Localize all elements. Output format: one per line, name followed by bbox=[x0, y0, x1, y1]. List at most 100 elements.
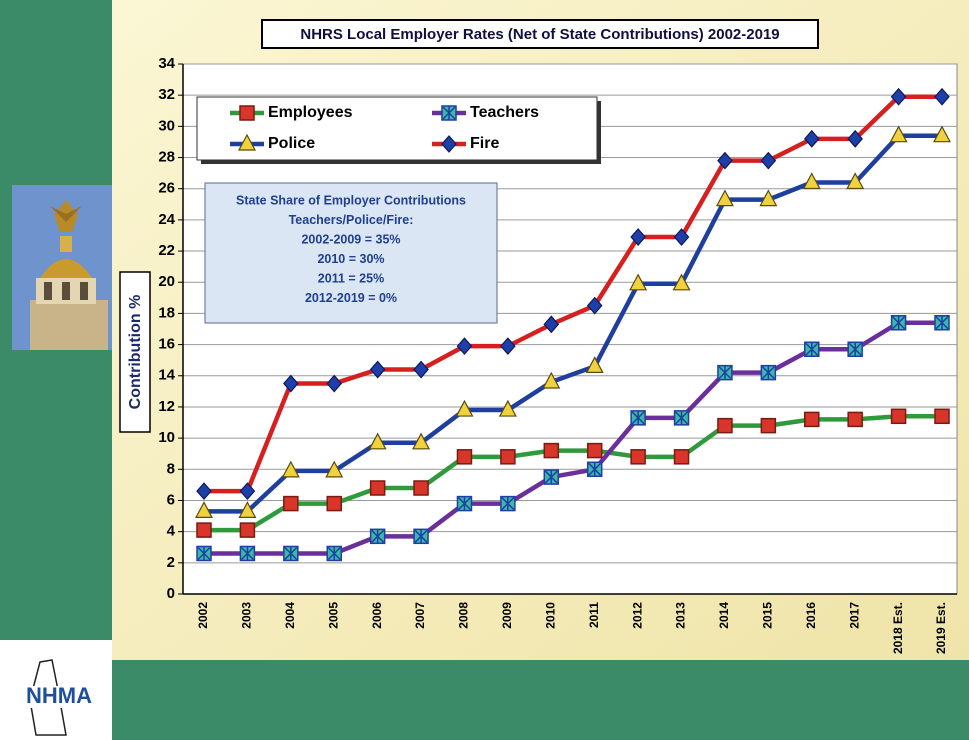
y-tick-label: 22 bbox=[158, 242, 175, 259]
x-tick-label: 2010 bbox=[543, 602, 557, 629]
marker bbox=[196, 522, 212, 538]
marker bbox=[441, 105, 457, 121]
x-tick-label: 2018 Est. bbox=[891, 602, 905, 654]
marker-cross bbox=[501, 496, 515, 511]
marker-cross bbox=[371, 529, 385, 544]
y-tick-label: 10 bbox=[158, 429, 175, 446]
marker bbox=[413, 360, 429, 379]
marker bbox=[500, 449, 516, 465]
y-tick-label: 30 bbox=[158, 117, 175, 134]
marker bbox=[413, 528, 429, 545]
marker bbox=[500, 495, 516, 512]
title-box bbox=[261, 19, 819, 49]
x-tick-label: 2019 Est. bbox=[934, 602, 948, 654]
marker bbox=[326, 545, 342, 562]
marker bbox=[586, 461, 603, 478]
y-tick-label: 4 bbox=[167, 523, 176, 540]
marker bbox=[585, 356, 604, 374]
marker bbox=[239, 522, 256, 538]
marker bbox=[846, 172, 865, 190]
marker bbox=[760, 417, 777, 434]
marker bbox=[455, 399, 474, 417]
x-tick-label: 2015 bbox=[761, 602, 775, 629]
marker bbox=[759, 189, 778, 207]
marker-cross bbox=[631, 410, 645, 425]
marker bbox=[281, 460, 300, 478]
logo: NHMA bbox=[18, 659, 100, 736]
marker bbox=[933, 125, 951, 143]
marker bbox=[717, 417, 733, 434]
marker-cross bbox=[761, 365, 775, 380]
marker bbox=[890, 408, 907, 425]
marker bbox=[804, 341, 820, 358]
marker bbox=[630, 449, 646, 465]
marker bbox=[890, 315, 907, 331]
x-tick-label: 2013 bbox=[674, 602, 688, 629]
x-tick-label: 2005 bbox=[326, 602, 340, 629]
x-tick-label: 2008 bbox=[457, 602, 471, 629]
y-tick-label: 8 bbox=[167, 460, 175, 477]
x-tick-label: 2006 bbox=[370, 602, 384, 629]
bottom-band bbox=[112, 660, 969, 740]
marker bbox=[283, 374, 299, 393]
marker bbox=[586, 442, 603, 459]
y-tick-label: 26 bbox=[158, 180, 175, 197]
y-tick-label: 20 bbox=[158, 273, 175, 290]
annotation-box bbox=[204, 182, 498, 324]
marker bbox=[456, 449, 473, 465]
marker bbox=[673, 410, 690, 426]
marker-cross bbox=[805, 342, 819, 357]
marker bbox=[238, 133, 256, 151]
marker bbox=[325, 460, 344, 478]
marker bbox=[456, 337, 473, 356]
y-tick-label: 6 bbox=[167, 491, 175, 508]
marker bbox=[673, 449, 690, 465]
x-tick-label: 2003 bbox=[240, 602, 254, 629]
x-tick-label: 2007 bbox=[413, 602, 427, 629]
marker-cross bbox=[442, 106, 456, 120]
marker bbox=[369, 480, 386, 496]
marker bbox=[672, 273, 691, 291]
annotation-line: 2002-2009 = 35% bbox=[301, 232, 400, 246]
y-tick-label: 34 bbox=[158, 55, 175, 72]
marker bbox=[239, 482, 256, 501]
marker-cross bbox=[848, 342, 862, 357]
marker bbox=[195, 501, 213, 518]
marker bbox=[760, 151, 777, 170]
marker bbox=[500, 337, 516, 356]
marker bbox=[238, 501, 257, 518]
marker bbox=[934, 87, 950, 106]
marker-cross bbox=[544, 470, 558, 485]
annotation-line: 2011 = 25% bbox=[318, 271, 384, 285]
y-tick-label: 32 bbox=[158, 86, 175, 103]
chart-title: NHRS Local Employer Rates (Net of State … bbox=[300, 26, 779, 43]
y-tick-label: 16 bbox=[158, 336, 175, 353]
marker bbox=[239, 105, 255, 121]
marker bbox=[368, 432, 387, 450]
legend-label: Teachers bbox=[470, 104, 539, 121]
x-tick-label: 2014 bbox=[717, 602, 731, 629]
marker bbox=[630, 410, 646, 426]
marker-cross bbox=[588, 462, 602, 477]
marker-cross bbox=[240, 546, 254, 561]
marker bbox=[673, 228, 690, 246]
x-tick-label: 2016 bbox=[804, 602, 818, 629]
marker bbox=[717, 151, 733, 170]
marker bbox=[803, 129, 820, 148]
x-tick-label: 2012 bbox=[630, 602, 644, 629]
marker bbox=[717, 364, 733, 381]
marker-cross bbox=[327, 546, 341, 561]
y-tick-label: 14 bbox=[158, 367, 175, 384]
marker bbox=[441, 135, 457, 153]
y-tick-label: 18 bbox=[158, 304, 175, 321]
annotation-line: Teachers/Police/Fire: bbox=[289, 213, 414, 227]
marker bbox=[326, 495, 342, 512]
marker bbox=[543, 469, 560, 485]
marker-cross bbox=[718, 365, 732, 380]
marker bbox=[283, 495, 299, 512]
marker bbox=[196, 545, 212, 562]
marker bbox=[847, 129, 863, 148]
y-axis-label: Contribution % bbox=[127, 295, 144, 410]
x-tick-label: 2009 bbox=[500, 602, 514, 629]
